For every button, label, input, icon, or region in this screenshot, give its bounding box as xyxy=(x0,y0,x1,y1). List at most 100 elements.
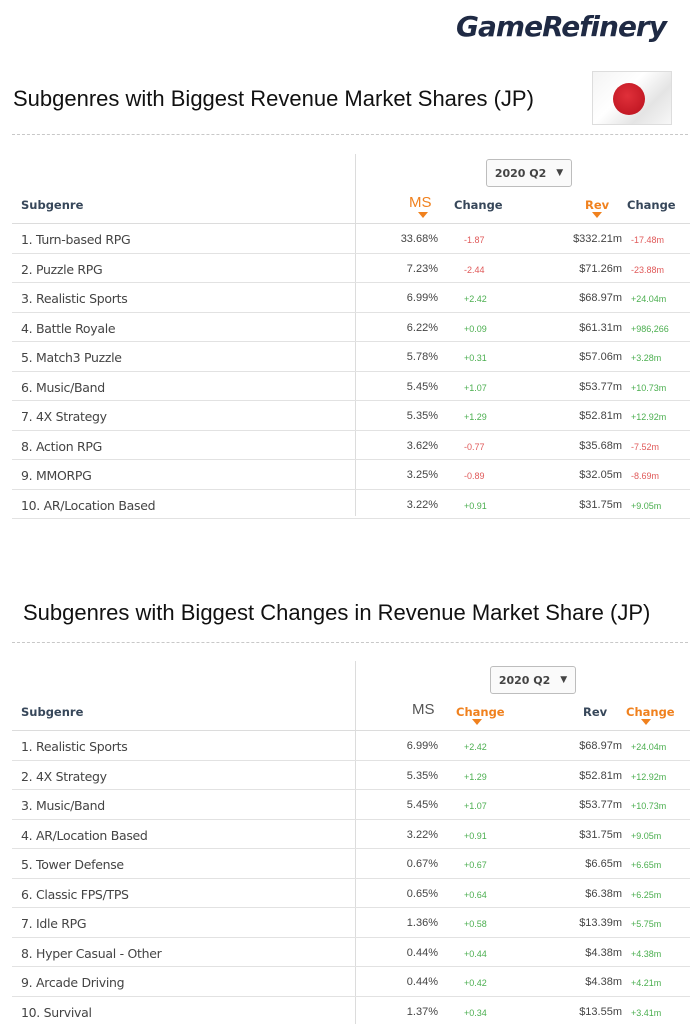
header-rev-change[interactable]: Change xyxy=(626,705,675,719)
table-row[interactable]: 10. Survival 1.37% +0.34 $13.55m +3.41m xyxy=(12,997,690,1024)
revenue-change-value: +9.05m xyxy=(631,500,662,511)
revenue-change-value: +24.04m xyxy=(631,294,667,304)
table-row[interactable]: 8. Action RPG 3.62% -0.77 $35.68m -7.52m xyxy=(12,431,690,460)
revenue-change-value: -8.69m xyxy=(631,471,660,481)
revenue-value: $35.68m xyxy=(579,439,622,452)
revenue-value: $68.97m xyxy=(579,292,622,304)
revenue-change-value: +3.28m xyxy=(631,353,662,363)
table-row[interactable]: 9. MMORPG 3.25% -0.89 $32.05m -8.69m xyxy=(12,460,690,490)
table-row[interactable]: 6. Music/Band 5.45% +1.07 $53.77m +10.73m xyxy=(12,372,690,401)
ms-value: 1.37% xyxy=(406,1005,438,1018)
table-row[interactable]: 9. Arcade Driving 0.44% +0.42 $4.38m +4.21m xyxy=(12,967,690,997)
header-rev[interactable]: Rev xyxy=(585,198,610,212)
revenue-change-value: +24.04m xyxy=(631,742,667,752)
table-row[interactable]: 1. Realistic Sports 6.99% +2.42 $68.97m +24.… xyxy=(12,731,690,761)
table-header: Subgenre MS Change Rev Change xyxy=(12,691,690,731)
revenue-value: $52.81m xyxy=(579,410,622,422)
ms-value: 0.65% xyxy=(406,887,438,900)
period-select[interactable]: 2020 Q2 ▼ xyxy=(486,159,572,187)
subgenre-name: 9. MMORPG xyxy=(21,468,92,483)
table-row[interactable]: 7. Idle RPG 1.36% +0.58 $13.39m +5.75m xyxy=(12,908,690,938)
ms-change-value: +0.91 xyxy=(464,500,487,511)
table-row[interactable]: 8. Hyper Casual - Other 0.44% +0.44 $4.38m +… xyxy=(12,938,690,967)
header-ms[interactable]: MS xyxy=(412,701,435,718)
table-row[interactable]: 6. Classic FPS/TPS 0.65% +0.64 $6.38m +6.25m xyxy=(12,879,690,908)
revenue-value: $13.39m xyxy=(579,917,622,929)
table-row[interactable]: 2. 4X Strategy 5.35% +1.29 $52.81m +12.92m xyxy=(12,761,690,790)
subgenre-name: 10. AR/Location Based xyxy=(21,497,156,513)
subgenre-name: 2. Puzzle RPG xyxy=(21,261,103,277)
period-select[interactable]: 2020 Q2 ▼ xyxy=(490,666,576,694)
bottom-section-title: Subgenres with Biggest Changes in Revenu… xyxy=(23,600,651,625)
revenue-value: $31.75m xyxy=(579,828,622,841)
ms-change-value: +0.91 xyxy=(464,830,487,841)
chevron-down-icon: ▼ xyxy=(556,168,564,178)
subgenre-name: 8. Hyper Casual - Other xyxy=(21,945,162,961)
ms-value: 6.99% xyxy=(406,292,438,304)
revenue-change-value: +10.73m xyxy=(631,382,667,393)
ms-value: 5.45% xyxy=(406,799,438,811)
header-change[interactable]: Change xyxy=(454,198,503,212)
revenue-value: $4.38m xyxy=(585,946,622,959)
header-rev-change[interactable]: Change xyxy=(627,198,676,212)
revenue-change-value: +9.05m xyxy=(631,830,662,841)
header-rev[interactable]: Rev xyxy=(583,705,608,719)
header-subgenre[interactable]: Subgenre xyxy=(21,198,84,212)
top-section-title: Subgenres with Biggest Revenue Market Sh… xyxy=(13,86,534,111)
ms-value: 3.22% xyxy=(406,498,438,511)
ms-value: 7.23% xyxy=(406,262,438,275)
revenue-value: $57.06m xyxy=(579,351,622,363)
table-row[interactable]: 4. AR/Location Based 3.22% +0.91 $31.75m +9.… xyxy=(12,820,690,849)
revenue-value: $61.31m xyxy=(579,321,622,334)
subgenre-name: 10. Survival xyxy=(21,1004,92,1020)
table-header: Subgenre MS Change Rev Change xyxy=(12,184,690,224)
subgenre-name: 2. 4X Strategy xyxy=(21,768,107,784)
ms-change-value: +0.64 xyxy=(464,889,487,900)
revenue-change-value: -7.52m xyxy=(631,441,660,452)
subgenre-name: 7. Idle RPG xyxy=(21,916,87,931)
ms-value: 5.45% xyxy=(406,380,438,393)
table-row[interactable]: 5. Tower Defense 0.67% +0.67 $6.65m +6.65m xyxy=(12,849,690,879)
ms-change-value: -2.44 xyxy=(464,264,485,275)
table-row[interactable]: 7. 4X Strategy 5.35% +1.29 $52.81m +12.92m xyxy=(12,401,690,431)
table-row[interactable]: 3. Realistic Sports 6.99% +2.42 $68.97m +24.… xyxy=(12,283,690,313)
subgenre-name: 5. Match3 Puzzle xyxy=(21,350,122,365)
ms-value: 0.44% xyxy=(406,976,438,988)
revenue-value: $68.97m xyxy=(579,740,622,752)
header-change[interactable]: Change xyxy=(456,705,505,719)
revenue-value: $53.77m xyxy=(579,380,622,393)
subgenre-name: 5. Tower Defense xyxy=(21,857,124,872)
ms-value: 5.35% xyxy=(406,769,438,782)
header-subgenre[interactable]: Subgenre xyxy=(21,705,84,719)
period-value: 2020 Q2 xyxy=(498,673,551,687)
divider xyxy=(12,642,688,643)
sort-desc-icon xyxy=(418,212,428,218)
table-row[interactable]: 1. Turn-based RPG 33.68% -1.87 $332.21m -17.… xyxy=(12,224,690,254)
revenue-value: $4.38m xyxy=(585,976,622,988)
top-table: 2020 Q2 ▼ Subgenre MS Change Rev Change … xyxy=(12,154,690,519)
table-row[interactable]: 5. Match3 Puzzle 5.78% +0.31 $57.06m +3.28m xyxy=(12,342,690,372)
ms-change-value: +2.42 xyxy=(464,294,487,304)
revenue-change-value: -17.48m xyxy=(631,235,665,245)
japan-flag-image xyxy=(592,71,672,125)
ms-change-value: -0.89 xyxy=(464,471,485,481)
table-row[interactable]: 4. Battle Royale 6.22% +0.09 $61.31m +986,26… xyxy=(12,313,690,342)
gamerefinery-logo: GameRefinery xyxy=(456,10,667,43)
ms-change-value: +0.31 xyxy=(464,353,487,363)
revenue-value: $6.38m xyxy=(585,887,622,900)
ms-change-value: +1.29 xyxy=(464,412,487,422)
ms-change-value: +0.34 xyxy=(464,1007,487,1018)
table-row[interactable]: 2. Puzzle RPG 7.23% -2.44 $71.26m -23.88m xyxy=(12,254,690,283)
table-row[interactable]: 3. Music/Band 5.45% +1.07 $53.77m +10.73m xyxy=(12,790,690,820)
subgenre-name: 1. Realistic Sports xyxy=(21,739,128,754)
revenue-change-value: +5.75m xyxy=(631,919,662,929)
subgenre-name: 7. 4X Strategy xyxy=(21,409,107,424)
ms-change-value: +0.44 xyxy=(464,948,487,959)
ms-value: 5.78% xyxy=(406,351,438,363)
subgenre-name: 9. Arcade Driving xyxy=(21,975,125,990)
bottom-table: 2020 Q2 ▼ Subgenre MS Change Rev Change … xyxy=(12,661,690,1024)
revenue-value: $31.75m xyxy=(579,498,622,511)
revenue-change-value: +6.25m xyxy=(631,889,662,900)
table-row[interactable]: 10. AR/Location Based 3.22% +0.91 $31.75m +9… xyxy=(12,490,690,519)
header-ms[interactable]: MS xyxy=(409,194,432,211)
